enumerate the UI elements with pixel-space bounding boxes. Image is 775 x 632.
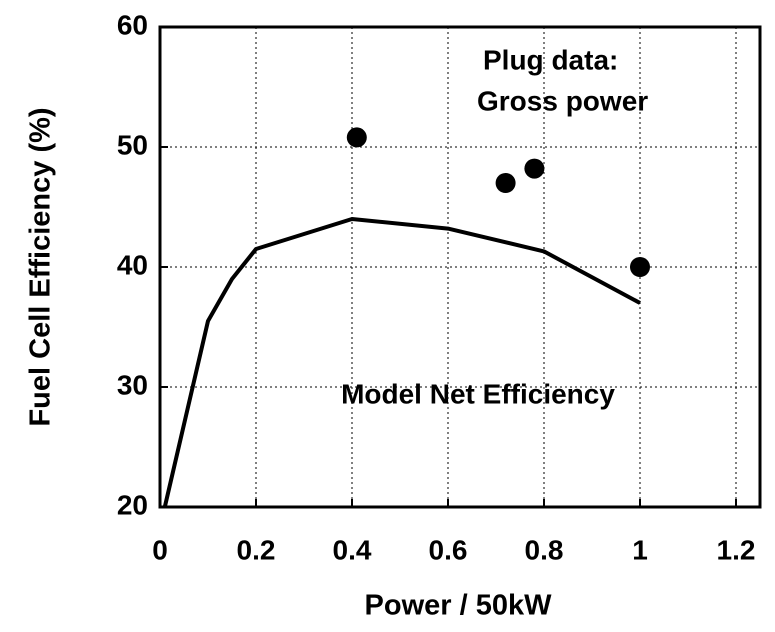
y-tick-label: 50 <box>117 129 148 160</box>
plot-frame <box>158 25 762 509</box>
annotation: Model Net Efficiency <box>341 378 615 409</box>
point <box>495 173 516 193</box>
x-tick-label: 0.2 <box>237 534 276 565</box>
y-tick-label: 30 <box>117 369 148 400</box>
point <box>346 127 367 148</box>
y-tick-label: 60 <box>117 9 148 40</box>
x-tick-label: 1.2 <box>717 534 756 565</box>
line <box>162 217 641 508</box>
point <box>524 158 545 179</box>
x-axis-title: Power / 50kW <box>365 590 553 622</box>
x-tick-label: 1 <box>632 534 648 565</box>
annotation: Plug data: <box>483 44 618 75</box>
x-tick-label: 0 <box>152 534 168 565</box>
y-tick-label: 40 <box>117 249 148 280</box>
x-tick-label: 0.6 <box>429 534 468 565</box>
annotation: Gross power <box>477 85 648 116</box>
x-tick-label: 0.8 <box>525 534 564 565</box>
point <box>630 257 650 277</box>
y-tick-label: 20 <box>117 489 148 520</box>
y-axis-title: Fuel Cell Efficiency (%) <box>25 107 57 426</box>
x-tick-label: 0.4 <box>333 534 372 565</box>
